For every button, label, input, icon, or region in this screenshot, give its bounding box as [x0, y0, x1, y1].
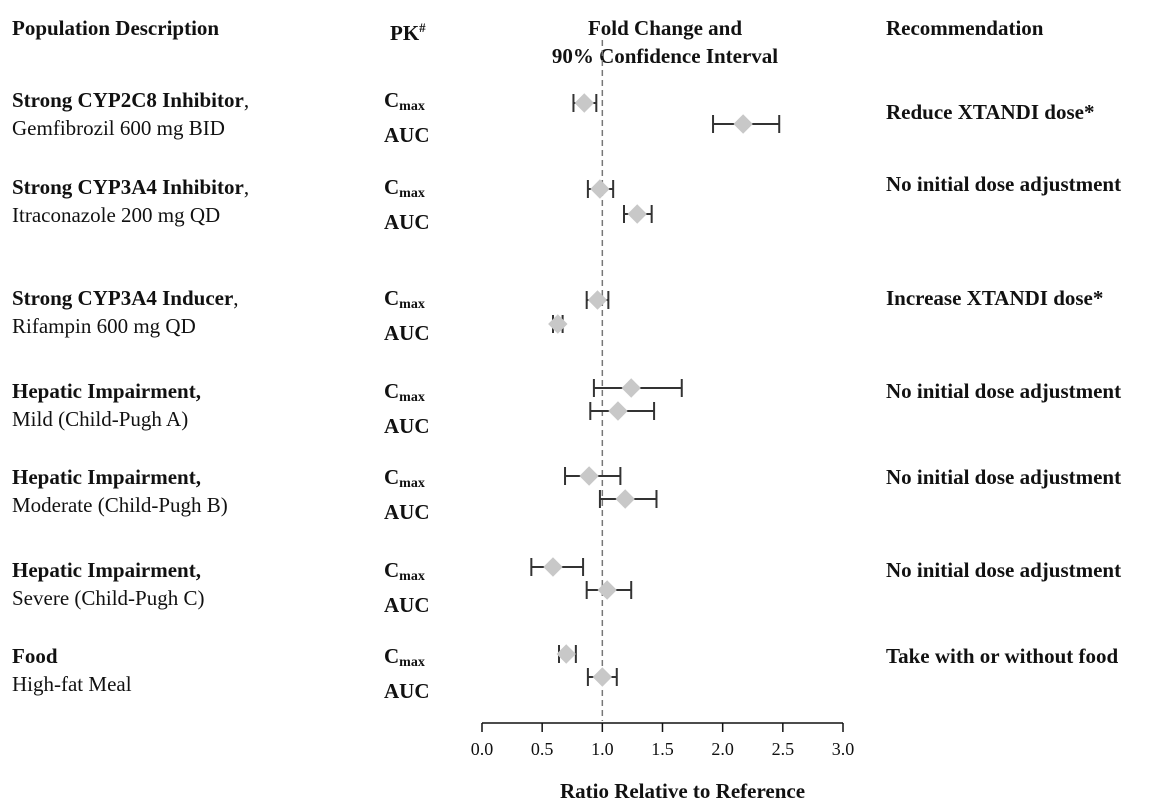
x-axis-title: Ratio Relative to Reference: [560, 779, 805, 799]
header-fold-line2: 90% Confidence Interval: [551, 44, 779, 68]
pk-cmax: C: [384, 644, 400, 668]
group-label: Strong CYP3A4 Inhibitor, Itraconazole 20…: [12, 173, 249, 229]
pk-labels: Cmax AUC: [384, 556, 430, 619]
pk-auc: AUC: [384, 123, 430, 147]
group-title: Strong CYP3A4 Inhibitor: [12, 175, 244, 199]
estimate-diamond: [574, 93, 594, 113]
group-title: Food: [12, 644, 58, 668]
pk-cmax-sub: max: [399, 297, 425, 312]
x-tick-label: 1.5: [651, 739, 674, 759]
estimate-diamond: [621, 378, 641, 398]
estimate-diamond: [543, 557, 563, 577]
recommendation-text: Increase XTANDI dose*: [886, 286, 1104, 310]
group-title: Hepatic Impairment,: [12, 465, 201, 489]
recommendation-text: No initial dose adjustment: [886, 172, 1122, 196]
estimate-diamond: [587, 290, 608, 310]
recommendation-text: Take with or without food: [886, 644, 1119, 668]
estimate-diamond: [590, 179, 610, 199]
x-tick-label: 2.5: [772, 739, 795, 759]
x-tick-label: 2.0: [711, 739, 734, 759]
header-pk: PK#: [390, 14, 426, 47]
pk-labels: Cmax AUC: [384, 642, 430, 705]
pk-cmax: C: [384, 175, 400, 199]
pk-cmax: C: [384, 88, 400, 112]
pk-auc: AUC: [384, 679, 430, 703]
x-tick-label: 1.0: [591, 739, 614, 759]
pk-auc: AUC: [384, 210, 430, 234]
pk-auc: AUC: [384, 500, 430, 524]
estimate-diamond: [615, 489, 635, 509]
pk-labels: Cmax AUC: [384, 377, 430, 440]
estimate-diamond: [608, 401, 628, 421]
group-label: Hepatic Impairment, Severe (Child-Pugh C…: [12, 556, 204, 612]
group-desc: Mild (Child-Pugh A): [12, 407, 189, 431]
header-fold-line1: Fold Change and: [587, 16, 743, 40]
estimate-diamond: [579, 466, 599, 486]
pk-cmax-sub: max: [399, 476, 425, 491]
group-title: Strong CYP3A4 Inducer: [12, 286, 234, 310]
group-desc: Severe (Child-Pugh C): [12, 586, 205, 610]
header-pk-label: PK: [390, 21, 420, 45]
recommendation-text: No initial dose adjustment: [886, 379, 1122, 403]
recommendation-text: No initial dose adjustment: [886, 558, 1122, 582]
estimate-diamond: [592, 667, 613, 687]
group-desc: Itraconazole 200 mg QD: [12, 203, 221, 227]
estimate-diamond: [548, 314, 568, 334]
pk-auc: AUC: [384, 321, 430, 345]
x-tick-label: 3.0: [832, 739, 855, 759]
group-label: Hepatic Impairment, Moderate (Child-Pugh…: [12, 463, 228, 519]
pk-auc: AUC: [384, 593, 430, 617]
pk-cmax: C: [384, 379, 400, 403]
group-label: Hepatic Impairment, Mild (Child-Pugh A): [12, 377, 201, 433]
x-tick-label: 0.0: [471, 739, 494, 759]
group-desc: Rifampin 600 mg QD: [12, 314, 196, 338]
header-fold-change: Fold Change and 90% Confidence Interval: [500, 14, 830, 70]
header-pk-mark: #: [419, 20, 426, 35]
pk-cmax-sub: max: [399, 569, 425, 584]
estimate-diamond: [627, 204, 647, 224]
recommendation-text: No initial dose adjustment: [886, 465, 1122, 489]
pk-cmax-sub: max: [399, 390, 425, 405]
header-population: Population Description: [12, 16, 220, 40]
group-label: Strong CYP2C8 Inhibitor, Gemfibrozil 600…: [12, 86, 249, 142]
group-title: Strong CYP2C8 Inhibitor: [12, 88, 244, 112]
group-title: Hepatic Impairment,: [12, 558, 201, 582]
group-label: Food High-fat Meal: [12, 642, 132, 698]
pk-labels: Cmax AUC: [384, 284, 430, 347]
estimate-diamond: [556, 644, 576, 664]
estimate-diamond: [733, 114, 753, 134]
group-title-sep: ,: [243, 88, 250, 112]
group-title-sep: ,: [233, 286, 239, 310]
pk-cmax: C: [384, 558, 400, 582]
pk-labels: Cmax AUC: [384, 86, 430, 149]
x-tick-label: 0.5: [531, 739, 554, 759]
group-title: Hepatic Impairment,: [12, 379, 201, 403]
group-desc: High-fat Meal: [12, 672, 132, 696]
pk-cmax: C: [384, 286, 400, 310]
pk-cmax: C: [384, 465, 400, 489]
recommendation-text: Reduce XTANDI dose*: [886, 100, 1095, 124]
pk-cmax-sub: max: [399, 186, 425, 201]
estimate-diamond: [597, 580, 617, 600]
group-desc: Gemfibrozil 600 mg BID: [12, 116, 225, 140]
pk-labels: Cmax AUC: [384, 463, 430, 526]
pk-labels: Cmax AUC: [384, 173, 430, 236]
header-recommendation: Recommendation: [886, 16, 1044, 40]
pk-cmax-sub: max: [399, 99, 425, 114]
group-title-sep: ,: [243, 175, 250, 199]
pk-cmax-sub: max: [399, 655, 425, 670]
group-desc: Moderate (Child-Pugh B): [12, 493, 228, 517]
pk-auc: AUC: [384, 414, 430, 438]
group-label: Strong CYP3A4 Inducer, Rifampin 600 mg Q…: [12, 284, 239, 340]
